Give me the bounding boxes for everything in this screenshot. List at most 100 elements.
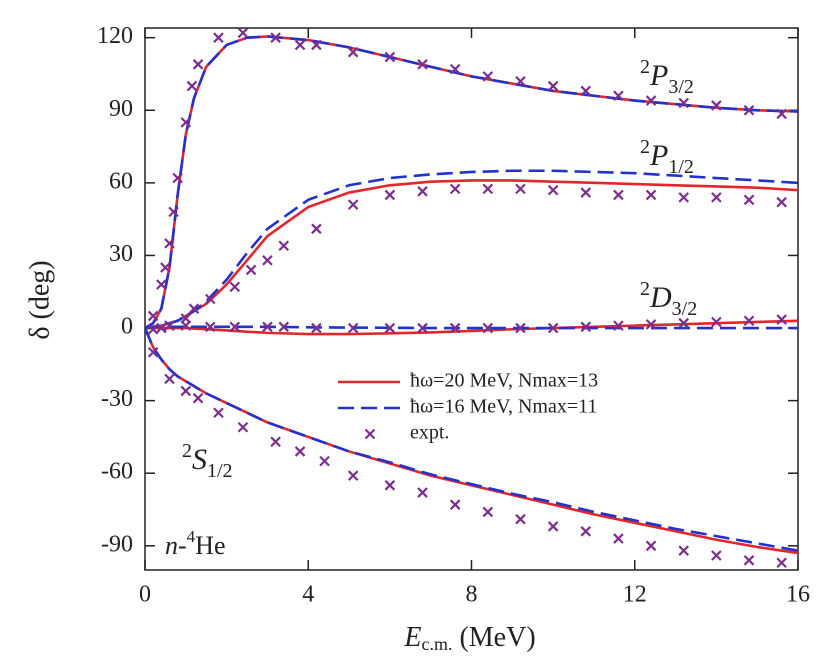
expt-point [645,540,657,552]
y-tick-label: -30 [101,386,133,412]
expt-point [172,172,183,184]
wave-sup: 2 [640,136,650,158]
expt-point [229,321,241,333]
expt-point [147,310,159,322]
expt-point [417,322,428,334]
expt-point [515,322,526,334]
expt-point [449,183,461,195]
expt-point [347,470,359,481]
expt-point [160,262,171,273]
y-tick-label: 30 [109,241,133,267]
expt-point [245,264,257,276]
curve [145,169,798,330]
expt-point [270,32,281,43]
expt-point [229,281,241,293]
expt-point [613,533,624,544]
expt-point [347,322,359,334]
expt-point [743,315,755,327]
expt-point [192,392,204,404]
expt-point [156,322,167,334]
expt-point [678,317,690,329]
system-sup: 4 [187,527,196,546]
expt-point [164,320,175,331]
plot-area [145,28,798,569]
expt-point [192,59,204,70]
expt-point [319,455,330,467]
legend-label: ħω=20 MeV, Nmax=13 [410,370,598,392]
expt-point [180,320,192,331]
system-label: n-4He [165,527,226,560]
expt-point [384,51,396,63]
curve [145,325,798,330]
curve [145,327,798,552]
expt-point [711,550,722,561]
legend-label: expt. [410,422,449,444]
expt-point [743,104,755,116]
expt-point [213,32,224,43]
expt-point [743,555,755,566]
expt-point [515,513,526,525]
expt-point [482,322,494,334]
expt-point [711,316,722,328]
y-tick-label: 0 [121,314,133,340]
wave-label: 2P3/2 [640,56,694,98]
expt-point [776,557,787,569]
expt-point [613,320,624,331]
expt-point [311,39,322,51]
expt-point [580,526,592,537]
expt-point [645,95,657,106]
wave-sub: 3/2 [672,298,698,320]
legend-label: ħω=16 MeV, Nmax=11 [410,396,597,418]
expt-point [262,321,273,333]
expt-point [776,314,787,325]
expt-point [311,223,322,235]
expt-point [580,321,592,333]
expt-point [547,521,559,532]
expt-point [547,80,559,92]
expt-point [294,39,306,51]
expt-point [278,240,290,252]
system-rest: He [195,531,225,560]
wave-sub: 1/2 [668,156,694,178]
expt-point [613,189,624,201]
expt-point [186,80,198,92]
wave-label: 2S1/2 [182,440,233,482]
wave-main: S [192,443,207,476]
expt-point [711,100,722,111]
expt-point [645,319,657,330]
x-label-main: E [403,622,421,653]
y-tick-label: 120 [97,23,133,49]
plot-frame [144,27,799,571]
x-tick-label: 16 [786,582,810,608]
expt-point [168,206,179,218]
x-label-sub: c.m. [421,634,452,654]
expt-point [547,184,559,196]
x-tick-label: 8 [466,582,478,608]
expt-point [147,346,159,358]
x-tick-label: 4 [302,582,314,608]
expt-point [580,85,592,97]
expt-point [515,183,526,195]
y-tick-label: 60 [109,168,133,194]
x-label-rest: (MeV) [452,622,535,653]
expt-point [147,323,159,335]
wave-sup: 2 [640,278,650,300]
expt-point [164,373,175,385]
expt-point [743,194,755,206]
expt-point [449,63,461,75]
expt-point [180,385,192,397]
expt-point [482,506,494,518]
curve [145,35,798,330]
expt-point [237,421,249,433]
expt-point [156,279,167,290]
expt-point [678,97,690,109]
expt-point [678,545,690,556]
wave-label: 2P1/2 [640,136,694,178]
wave-label: 2D3/2 [640,278,697,320]
x-tick-label: 0 [139,582,151,608]
curve [145,35,798,330]
expt-point [678,192,690,203]
expt-point [384,322,396,334]
y-axis-label: δ (deg) [24,260,55,339]
